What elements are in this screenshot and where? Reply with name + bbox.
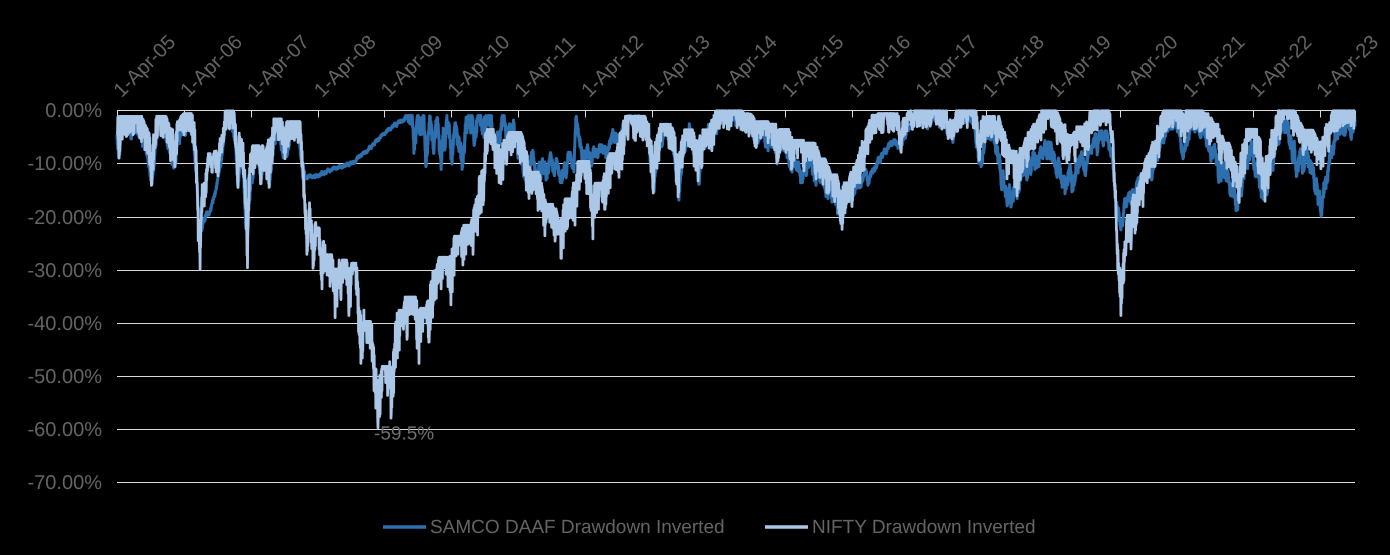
- svg-text:-40.00%: -40.00%: [28, 313, 103, 335]
- svg-text:-70.00%: -70.00%: [28, 472, 103, 494]
- svg-text:-59.5%: -59.5%: [374, 424, 434, 445]
- svg-text:0.00%: 0.00%: [45, 100, 102, 122]
- svg-text:-50.00%: -50.00%: [28, 366, 103, 388]
- svg-text:-60.00%: -60.00%: [28, 419, 103, 441]
- svg-text:-10.00%: -10.00%: [28, 153, 103, 175]
- svg-text:SAMCO DAAF Drawdown Inverted: SAMCO DAAF Drawdown Inverted: [430, 517, 725, 538]
- svg-text:NIFTY Drawdown Inverted: NIFTY Drawdown Inverted: [812, 517, 1036, 538]
- svg-text:-20.00%: -20.00%: [28, 207, 103, 229]
- svg-text:-30.00%: -30.00%: [28, 260, 103, 282]
